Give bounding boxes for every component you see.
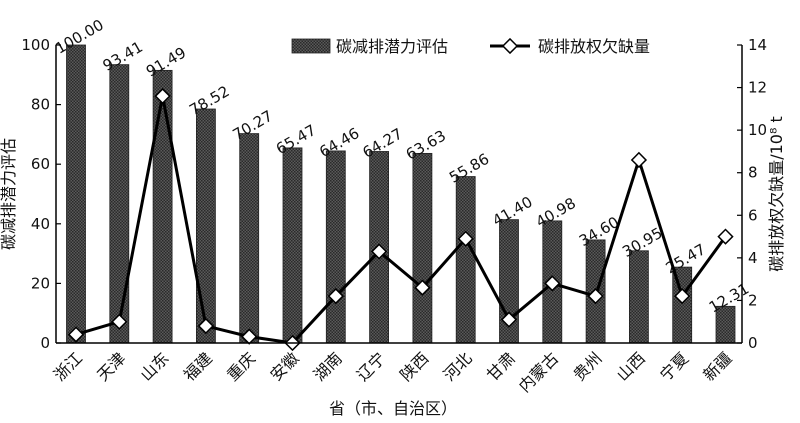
category-label: 山东	[137, 349, 173, 385]
category-label: 山西	[613, 349, 649, 385]
line-point-marker	[197, 317, 215, 335]
bar	[412, 152, 433, 344]
bar	[195, 108, 216, 344]
line-point-marker	[67, 326, 85, 343]
line-point-marker	[544, 275, 561, 292]
right-axis-ticks: 0 2 4 6 8 10 12 14	[737, 36, 767, 352]
axes	[55, 45, 743, 344]
legend-bar-swatch	[291, 38, 331, 54]
line-point-marker	[500, 311, 518, 328]
line-point-marker	[241, 328, 258, 345]
bar	[455, 176, 476, 344]
category-label: 内蒙古	[515, 349, 562, 396]
category-label: 浙江	[50, 349, 86, 385]
right-tick-label: 4	[748, 249, 758, 267]
line-point-marker	[630, 151, 648, 169]
left-tick-label: 100	[21, 36, 50, 54]
line-layer	[67, 87, 734, 352]
category-label: 重庆	[223, 349, 259, 385]
category-label: 辽宁	[353, 349, 389, 385]
category-label: 贵州	[570, 349, 606, 385]
line-point-marker	[587, 288, 604, 305]
left-tick-label: 80	[31, 96, 50, 114]
right-tick-label: 8	[748, 164, 758, 182]
left-axis-ticks: 0 20 40 60 80 100	[21, 36, 61, 352]
left-tick-label: 20	[31, 274, 50, 292]
line-point-marker	[717, 228, 734, 245]
category-label: 河北	[440, 349, 476, 385]
category-label: 福建	[180, 349, 216, 385]
bar	[282, 147, 303, 344]
left-tick-label: 60	[31, 155, 50, 173]
legend-line-marker	[501, 37, 519, 55]
category-label: 安徽	[266, 349, 302, 385]
right-tick-label: 12	[748, 79, 767, 97]
line-point-marker	[414, 279, 431, 296]
bar	[109, 64, 130, 344]
line-series-path	[75, 94, 727, 345]
right-tick-label: 6	[748, 206, 758, 224]
category-label: 湖南	[310, 349, 346, 385]
legend-bar-label: 碳减排潜力评估	[336, 37, 448, 56]
y2-axis-title: 碳排放权欠缺量/10⁸ t	[767, 116, 786, 272]
right-tick-label: 0	[748, 334, 758, 352]
bar	[629, 250, 649, 344]
category-label: 新疆	[699, 349, 735, 385]
y-axis-title: 碳减排潜力评估	[0, 138, 18, 250]
left-tick-label: 40	[31, 215, 50, 233]
category-label: 陕西	[396, 349, 432, 385]
bar	[325, 150, 346, 344]
line-point-marker	[154, 87, 171, 105]
line-point-marker	[111, 313, 128, 330]
line-point-marker	[674, 288, 691, 305]
bars-layer	[66, 44, 736, 344]
category-label: 天津	[93, 349, 129, 385]
line-point-marker	[327, 288, 344, 305]
x-axis-title: 省（市、自治区）	[329, 399, 457, 418]
left-tick-label: 0	[40, 334, 50, 352]
right-tick-label: 2	[748, 291, 758, 309]
legend-line-label: 碳排放权欠缺量	[538, 37, 650, 56]
right-tick-label: 10	[748, 121, 767, 139]
bar	[66, 44, 86, 344]
line-point-marker	[370, 243, 388, 260]
legend: 碳减排潜力评估 碳排放权欠缺量	[291, 37, 650, 56]
category-label: 甘肃	[483, 349, 519, 385]
category-label: 宁夏	[656, 349, 692, 385]
line-point-marker	[457, 230, 474, 247]
right-tick-label: 14	[748, 36, 767, 54]
bar	[152, 69, 173, 344]
bar	[239, 133, 260, 344]
